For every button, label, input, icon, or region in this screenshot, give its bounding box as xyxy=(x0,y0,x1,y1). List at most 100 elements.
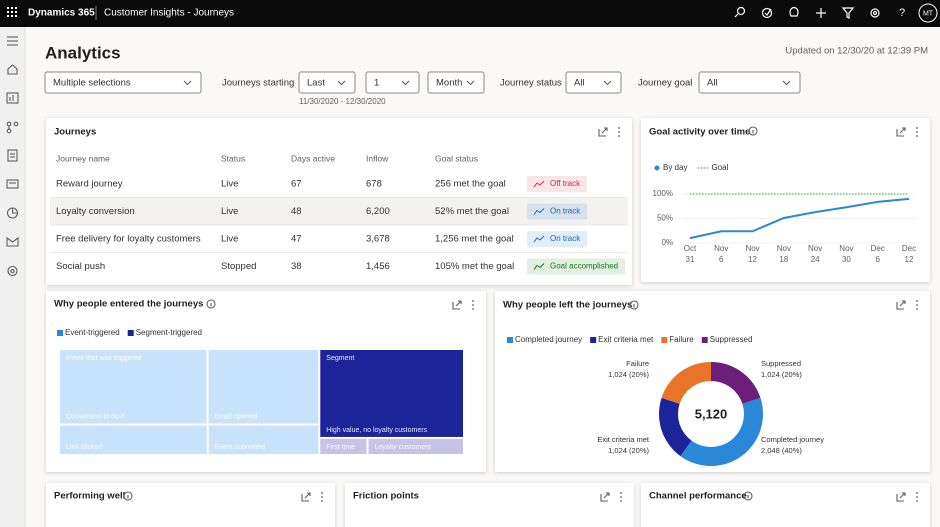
info-icons[interactable] xyxy=(123,126,758,501)
avatar[interactable] xyxy=(918,3,938,23)
more-icon[interactable] xyxy=(916,131,918,133)
more-icon[interactable] xyxy=(916,304,918,306)
table-cell: Free delivery for loyalty customers xyxy=(56,234,201,245)
toolbar-icons[interactable]: ? xyxy=(734,6,905,19)
table-cell: 678 xyxy=(366,179,382,190)
more-icon[interactable] xyxy=(620,496,622,498)
legend-label: Event-triggered xyxy=(65,328,120,337)
chevron[interactable] xyxy=(337,80,346,86)
more-icon[interactable] xyxy=(916,492,918,494)
badge-icon xyxy=(533,263,545,270)
more-icon[interactable] xyxy=(916,496,918,498)
column-header: Inflow xyxy=(366,153,389,163)
callout-value: 2,048 (40%) xyxy=(761,446,802,455)
x-tick-label: Nov xyxy=(777,244,791,253)
card-title: Goal activity over time xyxy=(649,127,750,138)
dropdown-value[interactable]: All xyxy=(574,78,585,89)
legend-label: Goal xyxy=(711,163,728,172)
left-nav xyxy=(0,27,25,527)
app-launcher[interactable] xyxy=(7,7,17,17)
donut-segment xyxy=(659,397,692,457)
filters: Multiple selections Last 1 Month All All Journ… xyxy=(44,71,801,106)
tile-label: First time xyxy=(326,444,355,451)
filter-label: Journey goal xyxy=(638,78,692,89)
chevron[interactable] xyxy=(466,80,475,86)
column-header: Status xyxy=(221,153,245,163)
filter-label: Journeys starting xyxy=(222,78,294,89)
more-icon[interactable] xyxy=(472,300,474,302)
treemap-tile xyxy=(208,425,319,454)
app-name[interactable]: Customer Insights - Journeys xyxy=(104,8,234,19)
more-icon[interactable] xyxy=(618,127,620,129)
legend-swatch xyxy=(57,330,63,336)
more-icon[interactable] xyxy=(916,300,918,302)
more-icon[interactable] xyxy=(321,500,323,502)
legend-label: Exit criteria met xyxy=(598,335,654,344)
badge-text: Off track xyxy=(550,179,581,188)
expand-icon[interactable] xyxy=(896,127,906,137)
legend-swatch xyxy=(654,165,660,171)
more-icon[interactable] xyxy=(916,308,918,310)
treemap-tile xyxy=(320,350,463,437)
dropdown-value[interactable]: Multiple selections xyxy=(53,78,131,89)
badge-icon xyxy=(533,235,545,243)
badge-icon xyxy=(533,208,545,215)
dropdown[interactable] xyxy=(565,71,622,94)
more-icon[interactable] xyxy=(618,135,620,137)
tile-label: Event submitted xyxy=(215,444,265,451)
expand-icon[interactable] xyxy=(896,300,906,310)
expand-icon[interactable] xyxy=(896,492,906,502)
donut-segment xyxy=(711,362,761,404)
chevron[interactable] xyxy=(603,80,612,86)
legend-swatch xyxy=(661,337,668,343)
brand[interactable]: Dynamics 365 xyxy=(28,8,95,19)
dropdown[interactable] xyxy=(298,71,356,94)
more-icon[interactable] xyxy=(472,308,474,310)
left-card xyxy=(495,291,930,472)
dropdown[interactable] xyxy=(698,71,801,94)
card-title: Why people left the journeys xyxy=(503,300,632,311)
chevron[interactable] xyxy=(183,80,192,86)
treemap-tile xyxy=(320,438,367,454)
more-icon[interactable] xyxy=(321,496,323,498)
nav-icons[interactable] xyxy=(6,36,19,277)
table-cell: Live xyxy=(221,179,238,190)
dropdown[interactable] xyxy=(44,71,202,94)
dropdown-value[interactable]: 1 xyxy=(374,78,379,89)
top-bar xyxy=(0,0,940,27)
tile-label: Loyalty customers xyxy=(375,444,432,451)
dropdown-value[interactable]: All xyxy=(707,78,718,89)
x-tick-label: 6 xyxy=(875,255,880,264)
more-icon[interactable] xyxy=(916,127,918,129)
expand-icon[interactable] xyxy=(598,127,608,137)
avatar-initials[interactable]: MT xyxy=(923,10,934,17)
more-icon[interactable] xyxy=(916,500,918,502)
more-icon[interactable] xyxy=(620,500,622,502)
dropdown-value[interactable]: Last xyxy=(307,78,325,89)
dropdown-value[interactable]: Month xyxy=(436,78,462,89)
donut-segment xyxy=(680,397,763,466)
expand-icon[interactable] xyxy=(301,492,311,502)
expand-icon[interactable] xyxy=(600,492,610,502)
more-icon[interactable] xyxy=(321,492,323,494)
expand-icon[interactable] xyxy=(452,300,462,310)
callout-name: Suppressed xyxy=(761,359,801,368)
dropdown[interactable] xyxy=(365,71,420,94)
dropdown[interactable] xyxy=(427,71,485,94)
more-icon[interactable] xyxy=(618,131,620,133)
badge-text: On track xyxy=(550,207,581,216)
callout-name: Failure xyxy=(626,359,649,368)
table-cell: Stopped xyxy=(221,261,256,272)
chevron[interactable] xyxy=(401,80,410,86)
callout-name: Completed journey xyxy=(761,435,824,444)
chevron[interactable] xyxy=(782,80,791,86)
table-cell: 256 met the goal xyxy=(435,179,506,190)
legend-label: Suppressed xyxy=(710,335,753,344)
more-icon[interactable] xyxy=(472,304,474,306)
status-badge xyxy=(527,231,588,247)
more-icon[interactable] xyxy=(620,492,622,494)
more-icon[interactable] xyxy=(916,135,918,137)
table-cell: Live xyxy=(221,234,238,245)
badge-icon xyxy=(533,180,545,188)
table-cell: Social push xyxy=(56,261,105,272)
